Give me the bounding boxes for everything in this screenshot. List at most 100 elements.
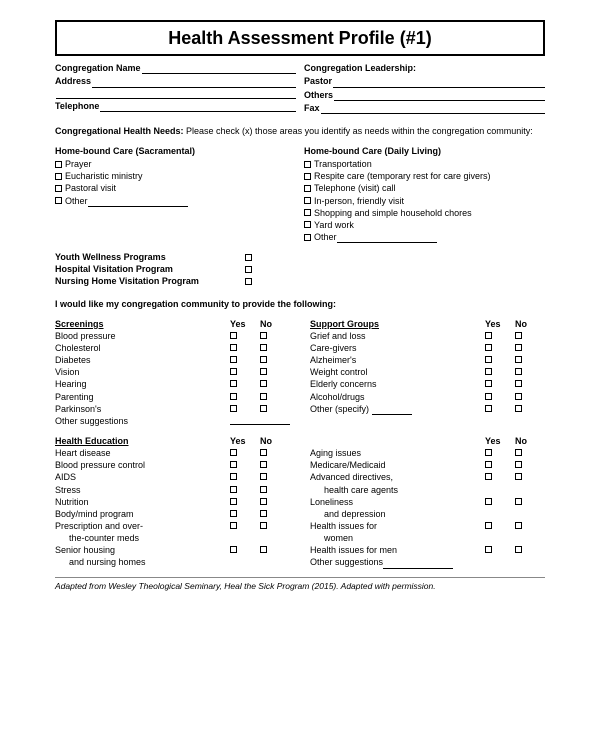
checkbox[interactable] [515, 356, 522, 363]
blank-line[interactable] [383, 560, 453, 569]
checkbox[interactable] [485, 461, 492, 468]
checkbox[interactable] [515, 449, 522, 456]
checkbox[interactable] [230, 368, 237, 375]
checkbox[interactable] [230, 405, 237, 412]
checkbox[interactable] [304, 197, 311, 204]
field-blank[interactable] [334, 91, 545, 101]
field-blank[interactable] [142, 64, 296, 74]
checkbox[interactable] [245, 278, 252, 285]
checkbox[interactable] [485, 332, 492, 339]
checkbox[interactable] [230, 461, 237, 468]
checkbox[interactable] [485, 522, 492, 529]
checkbox[interactable] [230, 332, 237, 339]
checkbox[interactable] [515, 344, 522, 351]
checkbox[interactable] [260, 368, 267, 375]
field-blank[interactable] [100, 102, 296, 112]
leadership-head: Congregation Leadership: [304, 62, 416, 74]
checkbox[interactable] [304, 173, 311, 180]
program-label: Hospital Visitation Program [55, 263, 245, 275]
blank-line[interactable] [372, 406, 412, 415]
row-label: Parkinson's [55, 403, 230, 415]
checkbox[interactable] [230, 473, 237, 480]
checkbox[interactable] [245, 266, 252, 273]
checkbox[interactable] [515, 522, 522, 529]
checkbox[interactable] [260, 510, 267, 517]
checkbox[interactable] [230, 344, 237, 351]
checkbox[interactable] [485, 473, 492, 480]
checkbox[interactable] [515, 461, 522, 468]
checkbox[interactable] [55, 185, 62, 192]
row-label: Loneliness [310, 496, 485, 508]
field-blank[interactable] [321, 104, 545, 114]
blank-line[interactable] [337, 234, 437, 243]
checkbox[interactable] [260, 498, 267, 505]
field-blank[interactable] [333, 78, 545, 88]
checkbox[interactable] [55, 161, 62, 168]
checkbox[interactable] [230, 393, 237, 400]
checkbox[interactable] [260, 332, 267, 339]
row-label: Weight control [310, 366, 485, 378]
checkbox[interactable] [515, 368, 522, 375]
checkbox[interactable] [260, 473, 267, 480]
provide-head: I would like my congregation community t… [55, 298, 545, 310]
checkbox[interactable] [55, 197, 62, 204]
checkbox[interactable] [515, 473, 522, 480]
checkbox[interactable] [260, 461, 267, 468]
checkbox[interactable] [515, 546, 522, 553]
checkbox[interactable] [260, 486, 267, 493]
checkbox[interactable] [485, 546, 492, 553]
field-blank[interactable] [56, 89, 296, 99]
checkbox[interactable] [245, 254, 252, 261]
row-label: and depression [310, 508, 485, 520]
checkbox[interactable] [485, 393, 492, 400]
checkbox[interactable] [230, 356, 237, 363]
checkbox[interactable] [515, 393, 522, 400]
checkbox[interactable] [485, 344, 492, 351]
checkbox[interactable] [485, 368, 492, 375]
checkbox[interactable] [260, 522, 267, 529]
checkbox[interactable] [304, 221, 311, 228]
checkbox-label: Prayer [65, 158, 92, 170]
checkbox[interactable] [260, 449, 267, 456]
checkbox[interactable] [260, 546, 267, 553]
row-label: Stress [55, 484, 230, 496]
checkbox[interactable] [230, 498, 237, 505]
checkbox[interactable] [515, 332, 522, 339]
checkbox[interactable] [260, 393, 267, 400]
checkbox-label: Yard work [314, 219, 354, 231]
checkbox[interactable] [485, 405, 492, 412]
field-label: Others [304, 89, 333, 101]
checkbox[interactable] [230, 546, 237, 553]
checkbox[interactable] [260, 405, 267, 412]
checkbox[interactable] [515, 380, 522, 387]
checkbox[interactable] [515, 498, 522, 505]
checkbox[interactable] [230, 510, 237, 517]
checkbox[interactable] [230, 449, 237, 456]
checkbox[interactable] [260, 344, 267, 351]
checkbox[interactable] [304, 161, 311, 168]
checkbox[interactable] [485, 498, 492, 505]
checkbox[interactable] [485, 356, 492, 363]
title-box: Health Assessment Profile (#1) [55, 20, 545, 56]
field-label: Telephone [55, 100, 99, 112]
yes-head: Yes [485, 435, 515, 447]
checkbox[interactable] [230, 380, 237, 387]
edu-left-col: Health Education Yes No Heart diseaseBlo… [55, 435, 290, 569]
checkbox[interactable] [260, 356, 267, 363]
blank-line[interactable] [88, 198, 188, 207]
row-label: Nutrition [55, 496, 230, 508]
checkbox[interactable] [230, 522, 237, 529]
checkbox[interactable] [485, 449, 492, 456]
needs-intro: Congregational Health Needs: Please chec… [55, 125, 545, 137]
field-blank[interactable] [92, 78, 296, 88]
checkbox[interactable] [304, 234, 311, 241]
checkbox[interactable] [230, 486, 237, 493]
checkbox[interactable] [260, 380, 267, 387]
blank-line[interactable] [230, 416, 290, 425]
checkbox-label: Other [65, 195, 188, 207]
checkbox[interactable] [55, 173, 62, 180]
checkbox[interactable] [304, 209, 311, 216]
checkbox[interactable] [485, 380, 492, 387]
checkbox[interactable] [304, 185, 311, 192]
checkbox[interactable] [515, 405, 522, 412]
